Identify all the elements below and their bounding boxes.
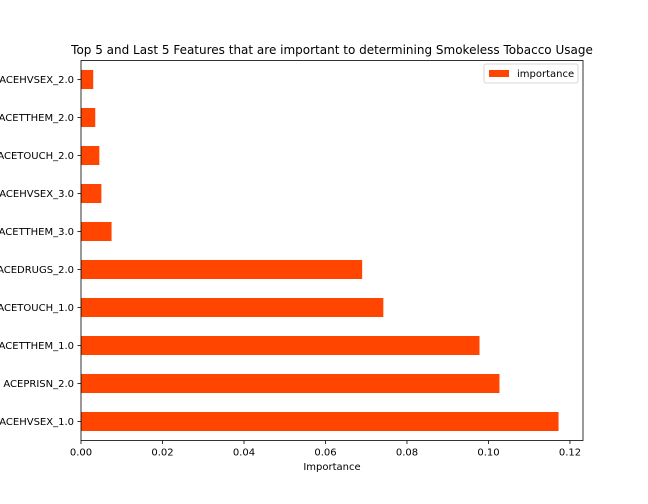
bar <box>81 146 100 165</box>
bar <box>81 260 363 279</box>
legend-box <box>483 63 579 84</box>
x-tick-label: 0.04 <box>233 448 255 459</box>
x-axis-ticks: 0.00 0.02 0.04 0.06 0.08 0.10 0.12 <box>70 440 581 459</box>
bar <box>81 412 559 431</box>
y-tick-label: ACETTHEM_2.0 <box>0 113 74 124</box>
x-tick-label: 0.06 <box>314 448 336 459</box>
bar <box>81 184 102 203</box>
bar <box>81 222 112 241</box>
x-tick-label: 0.08 <box>396 448 418 459</box>
y-tick-label: ACEDRUGS_2.0 <box>0 265 74 276</box>
bar <box>81 298 384 317</box>
y-tick-label: ACEHVSEX_1.0 <box>0 417 74 428</box>
chart-title: Top 5 and Last 5 Features that are impor… <box>70 43 593 57</box>
x-axis-label: Importance <box>303 462 360 473</box>
x-tick-label: 0.00 <box>70 448 92 459</box>
bar <box>81 108 96 127</box>
x-tick-label: 0.10 <box>477 448 499 459</box>
y-tick-label: ACETTHEM_1.0 <box>0 341 74 352</box>
legend-label: importance <box>517 69 574 80</box>
y-tick-label: ACETOUCH_2.0 <box>0 151 74 162</box>
y-axis-ticks: ACEHVSEX_1.0 ACEPRISN_2.0 ACETTHEM_1.0 ACET… <box>0 75 81 428</box>
bars-layer <box>81 70 559 431</box>
bar <box>81 374 500 393</box>
y-tick-label: ACEHVSEX_3.0 <box>0 189 74 200</box>
bar <box>81 336 480 355</box>
y-tick-label: ACETOUCH_1.0 <box>0 303 74 314</box>
legend-swatch <box>489 70 509 77</box>
bar <box>81 70 94 89</box>
plot-frame <box>80 60 584 441</box>
legend: importance <box>483 63 579 84</box>
x-tick-label: 0.12 <box>559 448 581 459</box>
x-tick-label: 0.02 <box>151 448 173 459</box>
y-tick-label: ACETTHEM_3.0 <box>0 227 74 238</box>
y-tick-label: ACEHVSEX_2.0 <box>0 75 74 86</box>
y-tick-label: ACEPRISN_2.0 <box>3 379 74 390</box>
